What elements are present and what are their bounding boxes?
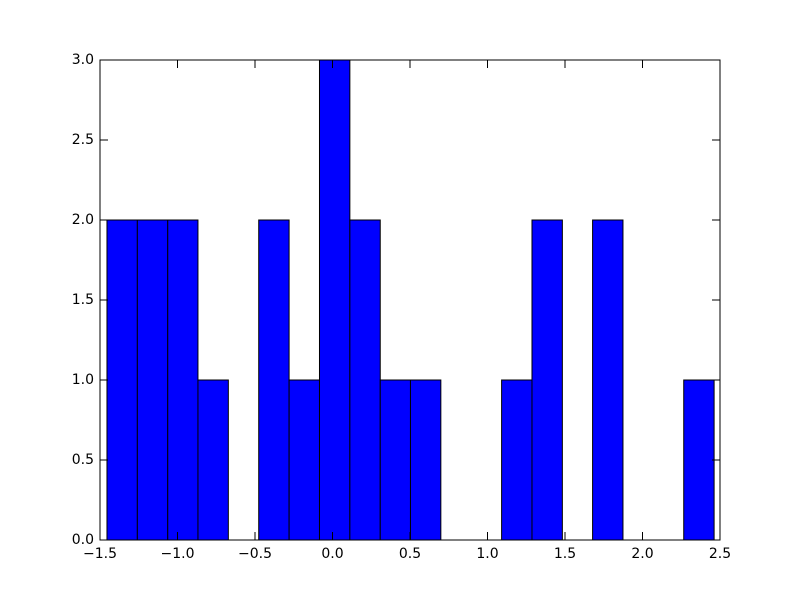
- y-tick-label: 2.5: [72, 132, 94, 148]
- bar: [592, 219, 624, 541]
- bar: [136, 219, 169, 541]
- y-tick-label: 3.0: [72, 52, 94, 68]
- x-tick-label: 0.0: [321, 546, 343, 562]
- bar: [379, 379, 411, 541]
- x-tick-label: −1.0: [161, 546, 195, 562]
- x-tick-label: 1.0: [476, 546, 498, 562]
- bar: [501, 379, 533, 541]
- bar: [531, 219, 563, 541]
- y-tick-label: 1.0: [72, 372, 94, 388]
- x-tick-label: −0.5: [238, 546, 272, 562]
- y-tick-label: 0.5: [72, 452, 94, 468]
- y-tick-label: 1.5: [72, 292, 94, 308]
- x-tick-label: 2.0: [631, 546, 653, 562]
- bar: [167, 219, 199, 541]
- y-tick-label: 0.0: [72, 532, 94, 548]
- bar: [106, 219, 138, 541]
- x-tick-label: 1.5: [554, 546, 576, 562]
- bar: [349, 219, 381, 541]
- x-tick-label: 2.5: [709, 546, 731, 562]
- bar: [683, 379, 715, 541]
- bar: [258, 219, 290, 541]
- x-tick-label: 0.5: [399, 546, 421, 562]
- x-tick-label: −1.5: [83, 546, 117, 562]
- y-tick-label: 2.0: [72, 212, 94, 228]
- bar: [318, 59, 351, 541]
- bar: [288, 379, 320, 541]
- bar: [409, 379, 442, 541]
- bar: [197, 379, 229, 541]
